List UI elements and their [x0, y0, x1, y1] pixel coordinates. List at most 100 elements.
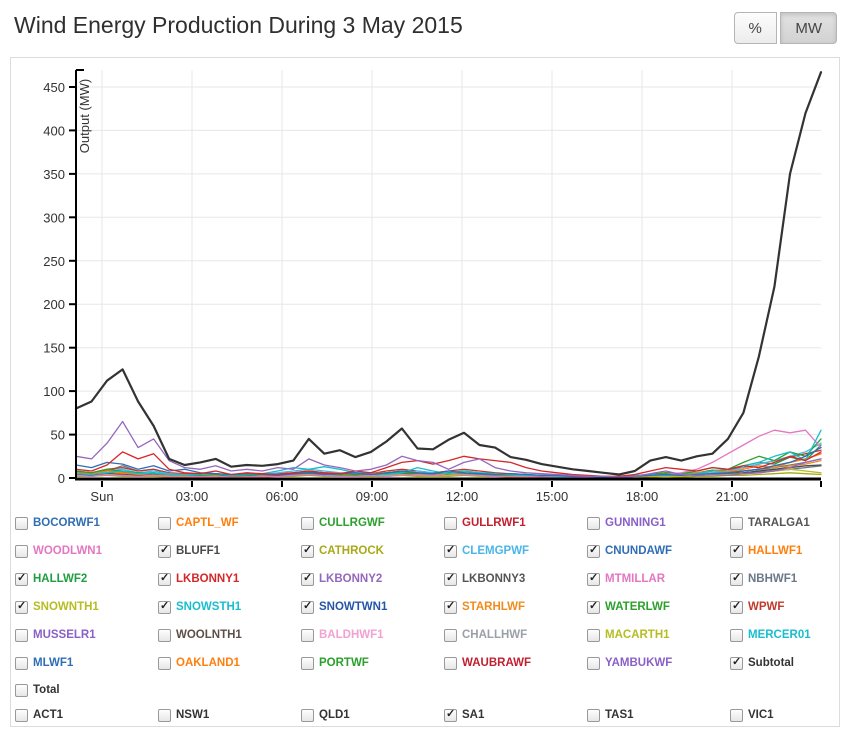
legend-item-hallwf2: HALLWF2 — [15, 572, 158, 586]
checkbox-oakland1[interactable] — [158, 656, 171, 670]
x-tick-label: 12:00 — [446, 489, 479, 503]
series-cnundawf — [75, 446, 822, 478]
checkbox-captl_wf[interactable] — [158, 516, 171, 530]
checkbox-portwf[interactable] — [301, 656, 314, 670]
checkbox-mercer01[interactable] — [730, 628, 743, 642]
checkbox-waterlwf[interactable] — [587, 600, 600, 614]
checkbox-lkbonny1[interactable] — [158, 572, 171, 586]
legend-item-cullrgwf: CULLRGWF — [301, 516, 444, 530]
y-tick-label: 100 — [43, 384, 65, 399]
checkbox-clemgpwf[interactable] — [444, 544, 457, 558]
legend-item-starhlwf: STARHLWF — [444, 600, 587, 614]
legend-item-cnundawf: CNUNDAWF — [587, 544, 730, 558]
checkbox-mlwf1[interactable] — [15, 656, 28, 670]
legend-item-macarth1: MACARTH1 — [587, 628, 730, 642]
x-tick-label: 03:00 — [176, 489, 209, 503]
legend-label-subtotal: Subtotal — [748, 657, 794, 669]
checkbox-waubrawf[interactable] — [444, 656, 457, 670]
legend-label-nsw1: NSW1 — [176, 709, 210, 721]
checkbox-cullrgwf[interactable] — [301, 516, 314, 530]
checkbox-bocorwf1[interactable] — [15, 516, 28, 530]
y-tick-label: 450 — [43, 80, 65, 95]
checkbox-baldhwf1[interactable] — [301, 628, 314, 642]
checkbox-nbhwf1[interactable] — [730, 572, 743, 586]
checkbox-yambukwf[interactable] — [587, 656, 600, 670]
checkbox-hallwf2[interactable] — [15, 572, 28, 586]
legend-label-waubrawf: WAUBRAWF — [462, 657, 531, 669]
legend-item-subtotal: Subtotal — [730, 656, 839, 670]
legend-label-wpwf: WPWF — [748, 601, 785, 613]
legend-item-cathrock: CATHROCK — [301, 544, 444, 558]
legend-label-clemgpwf: CLEMGPWF — [462, 545, 530, 557]
legend-label-yambukwf: YAMBUKWF — [605, 657, 673, 669]
legend-item-mtmillar: MTMILLAR — [587, 572, 730, 586]
legend-label-gullrwf1: GULLRWF1 — [462, 517, 526, 529]
legend-item-musselr1: MUSSELR1 — [15, 628, 158, 642]
checkbox-cnundawf[interactable] — [587, 544, 600, 558]
legend-item-lkbonny2: LKBONNY2 — [301, 572, 444, 586]
checkbox-woodlwn1[interactable] — [15, 544, 28, 558]
checkbox-vic1[interactable] — [730, 708, 743, 722]
series-lkbonny1 — [75, 451, 822, 477]
checkbox-hallwf1[interactable] — [730, 544, 743, 558]
legend-label-woodlwn1: WOODLWN1 — [33, 545, 102, 557]
series-subtotal — [74, 71, 823, 476]
checkbox-tas1[interactable] — [587, 708, 600, 722]
legend-row: WOODLWN1 BLUFF1 CATHROCK CLEMGPWF CNUNDAWF HA… — [15, 537, 839, 565]
legend-label-snowtwn1: SNOWTWN1 — [319, 601, 388, 613]
legend-label-cullrgwf: CULLRGWF — [319, 517, 385, 529]
legend-item-vic1: VIC1 — [730, 708, 839, 722]
percent-toggle-button[interactable]: % — [733, 12, 777, 44]
legend-item-lkbonny1: LKBONNY1 — [158, 572, 301, 586]
checkbox-nsw1[interactable] — [158, 708, 171, 722]
legend-item-total: Total — [15, 683, 158, 697]
checkbox-mtmillar[interactable] — [587, 572, 600, 586]
legend-label-tas1: TAS1 — [605, 709, 634, 721]
y-tick-label: 0 — [58, 471, 65, 486]
y-axis-title: Output (MW) — [77, 79, 92, 153]
legend-label-waterlwf: WATERLWF — [605, 601, 670, 613]
checkbox-snownth1[interactable] — [15, 600, 28, 614]
checkbox-wpwf[interactable] — [730, 600, 743, 614]
legend-item-yambukwf: YAMBUKWF — [587, 656, 730, 670]
x-tick-label: 15:00 — [536, 489, 569, 503]
checkbox-starhlwf[interactable] — [444, 600, 457, 614]
legend-item-waubrawf: WAUBRAWF — [444, 656, 587, 670]
checkbox-lkbonny3[interactable] — [444, 572, 457, 586]
legend-label-lkbonny2: LKBONNY2 — [319, 573, 383, 585]
legend-label-lkbonny1: LKBONNY1 — [176, 573, 240, 585]
checkbox-gunning1[interactable] — [587, 516, 600, 530]
checkbox-gullrwf1[interactable] — [444, 516, 457, 530]
legend-item-woodlwn1: WOODLWN1 — [15, 544, 158, 558]
checkbox-taralga1[interactable] — [730, 516, 743, 530]
checkbox-snowsth1[interactable] — [158, 600, 171, 614]
legend-label-gunning1: GUNNING1 — [605, 517, 666, 529]
legend-label-mercer01: MERCER01 — [748, 629, 811, 641]
checkbox-lkbonny2[interactable] — [301, 572, 314, 586]
y-tick-label: 250 — [43, 254, 65, 269]
checkbox-act1[interactable] — [15, 708, 28, 722]
checkbox-sa1[interactable] — [444, 708, 457, 722]
legend-item-challhwf: CHALLHWF — [444, 628, 587, 642]
checkbox-bluff1[interactable] — [158, 544, 171, 558]
legend-item-bocorwf1: BOCORWF1 — [15, 516, 158, 530]
legend-item-snownth1: SNOWNTH1 — [15, 600, 158, 614]
legend-label-hallwf1: HALLWF1 — [748, 545, 803, 557]
checkbox-woolnth1[interactable] — [158, 628, 171, 642]
legend-label-captl_wf: CAPTL_WF — [176, 517, 239, 529]
checkbox-qld1[interactable] — [301, 708, 314, 722]
checkbox-cathrock[interactable] — [301, 544, 314, 558]
checkbox-musselr1[interactable] — [15, 628, 28, 642]
legend-row: HALLWF2 LKBONNY1 LKBONNY2 LKBONNY3 MTMILLAR N… — [15, 565, 839, 593]
checkbox-subtotal[interactable] — [730, 656, 743, 670]
legend-label-act1: ACT1 — [33, 709, 64, 721]
checkbox-macarth1[interactable] — [587, 628, 600, 642]
checkbox-total[interactable] — [15, 683, 28, 697]
series-snowsth1 — [75, 429, 822, 478]
checkbox-snowtwn1[interactable] — [301, 600, 314, 614]
mw-toggle-button[interactable]: MW — [780, 12, 837, 44]
legend-label-vic1: VIC1 — [748, 709, 774, 721]
checkbox-challhwf[interactable] — [444, 628, 457, 642]
x-tick-label: 06:00 — [266, 489, 299, 503]
legend-item-hallwf1: HALLWF1 — [730, 544, 839, 558]
